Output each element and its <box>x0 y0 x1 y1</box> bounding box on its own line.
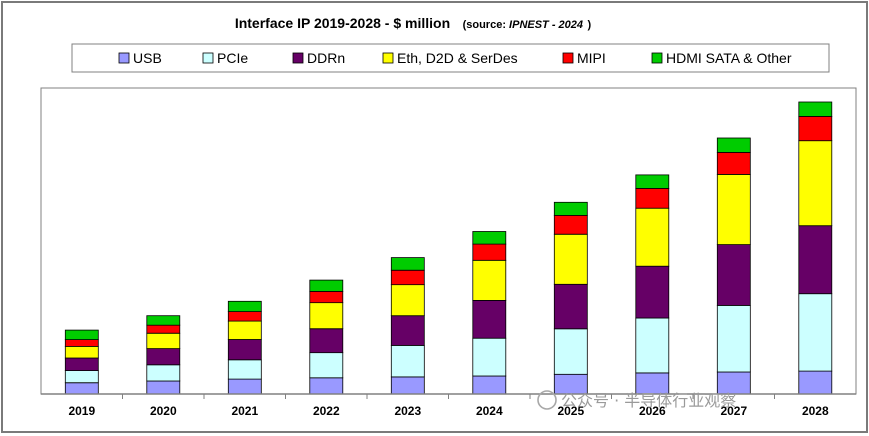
bar-2024-usb <box>472 375 507 395</box>
bar-2025-ddrn <box>553 283 588 330</box>
bar-2025-eth-d2d-serdes <box>553 233 588 285</box>
chart-title: Interface IP 2019-2028 - $ million (sour… <box>235 15 592 32</box>
bar-2026-pcie <box>635 317 670 374</box>
bar-2023-usb <box>390 376 425 395</box>
x-tick-label-2028: 2028 <box>802 404 829 418</box>
bar-2025-hdmi-sata-other <box>553 201 588 216</box>
bar-2028-hdmi-sata-other <box>798 101 833 117</box>
legend-label-mipi: MIPI <box>577 50 606 66</box>
legend-label-hdmi-sata-other: HDMI SATA & Other <box>666 50 792 66</box>
legend-box <box>71 43 830 73</box>
legend-swatch-ddrn <box>292 52 304 64</box>
legend-item-mipi: MIPI <box>562 50 606 66</box>
bar-2026-mipi <box>635 187 670 209</box>
bar-2026-ddrn <box>635 265 670 319</box>
chart-title-source-name: IPNEST - 2024 <box>509 19 583 31</box>
bar-2024-pcie <box>472 337 507 377</box>
bar-2019-usb <box>64 382 99 395</box>
bar-2028-usb <box>798 370 833 395</box>
bar-2027-mipi <box>716 151 751 175</box>
bar-2021-usb <box>227 378 262 395</box>
bar-2023-pcie <box>390 344 425 378</box>
legend-swatch-eth-d2d-serdes <box>382 52 394 64</box>
legend-label-ddrn: DDRn <box>307 50 345 66</box>
legend-label-pcie: PCIe <box>217 50 248 66</box>
bar-2027-pcie <box>716 304 751 373</box>
bar-2025-mipi <box>553 214 588 235</box>
bar-2023-mipi <box>390 269 425 286</box>
bar-2028-pcie <box>798 293 833 372</box>
bar-2028-ddrn <box>798 225 833 295</box>
bar-2027-eth-d2d-serdes <box>716 173 751 245</box>
bar-2026-eth-d2d-serdes <box>635 207 670 267</box>
x-tick-label-2023: 2023 <box>394 404 421 418</box>
x-tick-label-2024: 2024 <box>476 404 503 418</box>
bar-2022-pcie <box>309 352 344 379</box>
x-tick-label-2019: 2019 <box>68 404 95 418</box>
bar-2021-hdmi-sata-other <box>227 300 262 312</box>
bar-2021-mipi <box>227 311 262 322</box>
legend-item-ddrn: DDRn <box>292 50 345 66</box>
bar-2022-ddrn <box>309 328 344 354</box>
x-tick-label-2027: 2027 <box>720 404 747 418</box>
x-tick-label-2020: 2020 <box>150 404 177 418</box>
bar-2022-mipi <box>309 290 344 304</box>
bar-2021-pcie <box>227 359 262 380</box>
legend-swatch-hdmi-sata-other <box>651 52 663 64</box>
bar-2022-hdmi-sata-other <box>309 279 344 292</box>
x-axis-ticks: 2019 2020 2021 2022 2023 2024 2025 2026 2027 2028 <box>68 394 829 418</box>
legend-label-usb: USB <box>133 50 162 66</box>
bar-2028-mipi <box>798 116 833 142</box>
bar-2020-pcie <box>146 364 181 382</box>
bar-2020-eth-d2d-serdes <box>146 332 181 349</box>
legend-item-pcie: PCIe <box>202 50 248 66</box>
bar-2023-eth-d2d-serdes <box>390 284 425 317</box>
bar-2020-ddrn <box>146 348 181 366</box>
bar-2019-ddrn <box>64 357 99 372</box>
bar-2023-hdmi-sata-other <box>390 257 425 271</box>
bar-2028-eth-d2d-serdes <box>798 140 833 227</box>
bar-2022-usb <box>309 377 344 395</box>
watermark-text: 公众号 · 半导体行业观察 <box>561 391 736 410</box>
bar-2027-ddrn <box>716 244 751 306</box>
bar-2020-mipi <box>146 324 181 334</box>
bar-2019-eth-d2d-serdes <box>64 345 99 359</box>
bar-2027-hdmi-sata-other <box>716 137 751 153</box>
legend-item-hdmi-sata-other: HDMI SATA & Other <box>651 50 792 66</box>
x-tick-label-2022: 2022 <box>313 404 340 418</box>
bar-2019-hdmi-sata-other <box>64 329 99 341</box>
x-tick-label-2026: 2026 <box>639 404 666 418</box>
bar-2026-hdmi-sata-other <box>635 174 670 189</box>
legend-item-usb: USB <box>118 50 162 66</box>
legend-label-eth-d2d-serdes: Eth, D2D & SerDes <box>397 50 518 66</box>
bar-2024-mipi <box>472 243 507 261</box>
bar-2023-ddrn <box>390 315 425 346</box>
chart-title-main: Interface IP 2019-2028 - $ million <box>235 15 450 31</box>
x-tick-label-2025: 2025 <box>557 404 584 418</box>
bar-2021-ddrn <box>227 339 262 361</box>
bar-2020-usb <box>146 380 181 395</box>
bar-2024-eth-d2d-serdes <box>472 259 507 301</box>
watermark: 公众号 · 半导体行业观察 <box>537 390 736 410</box>
chart-title-source-suffix: ) <box>587 19 591 31</box>
wechat-icon <box>537 390 557 410</box>
legend-swatch-pcie <box>202 52 214 64</box>
bar-2025-pcie <box>553 328 588 375</box>
bars-group <box>64 101 833 395</box>
bar-2020-hdmi-sata-other <box>146 315 181 326</box>
legend-item-eth-d2d-serdes: Eth, D2D & SerDes <box>382 50 518 66</box>
bar-2021-eth-d2d-serdes <box>227 320 262 340</box>
legend: USB PCIe DDRn Eth, D2D & SerDes MIPI HDMI SAT… <box>118 50 792 66</box>
bar-2024-ddrn <box>472 299 507 339</box>
bar-2019-pcie <box>64 370 99 384</box>
legend-swatch-mipi <box>562 52 574 64</box>
legend-swatch-usb <box>118 52 130 64</box>
chart-title-source-prefix: (source: <box>463 19 509 31</box>
bar-2019-mipi <box>64 339 99 347</box>
bar-2022-eth-d2d-serdes <box>309 302 344 330</box>
x-tick-label-2021: 2021 <box>231 404 258 418</box>
bar-2024-hdmi-sata-other <box>472 231 507 245</box>
